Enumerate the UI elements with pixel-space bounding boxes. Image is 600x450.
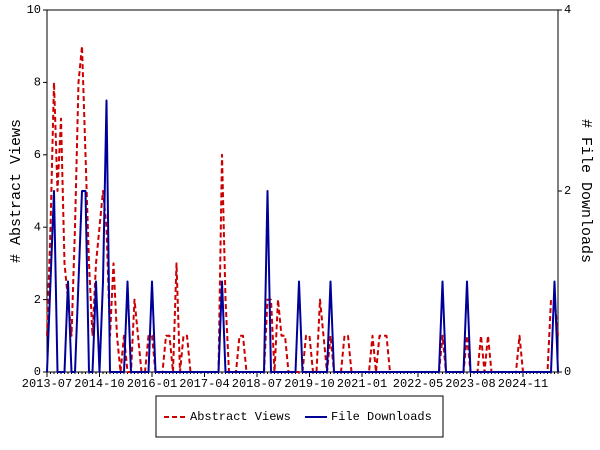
x-tick-label: 2013-07 bbox=[22, 377, 72, 391]
y2-tick-label: 0 bbox=[564, 365, 571, 379]
y-tick-label: 0 bbox=[34, 365, 41, 379]
y-tick-label: 2 bbox=[34, 293, 41, 307]
x-tick-label: 2019-10 bbox=[284, 377, 334, 391]
legend-label: Abstract Views bbox=[190, 410, 291, 424]
x-tick-label: 2017-04 bbox=[179, 377, 229, 391]
y2-tick-label: 4 bbox=[564, 3, 571, 17]
y-tick-label: 6 bbox=[34, 148, 41, 162]
plot-frame bbox=[46, 9, 559, 373]
y-axis-title: # Abstract Views bbox=[8, 119, 25, 263]
data-line bbox=[46, 99, 559, 373]
y2-axis-title: # File Downloads bbox=[577, 119, 594, 263]
y2-tick-label: 2 bbox=[564, 184, 571, 198]
y-tick-label: 4 bbox=[34, 220, 41, 234]
x-tick-label: 2018-07 bbox=[232, 377, 282, 391]
legend-box bbox=[155, 395, 444, 438]
x-tick-label: 2014-10 bbox=[74, 377, 124, 391]
x-tick-label: 2016-01 bbox=[127, 377, 177, 391]
data-line bbox=[46, 45, 559, 373]
y-tick-label: 8 bbox=[34, 76, 41, 90]
legend-label: File Downloads bbox=[331, 410, 432, 424]
x-tick-label: 2023-08 bbox=[445, 377, 495, 391]
x-tick-label: 2022-05 bbox=[393, 377, 443, 391]
x-tick-label: 2021-01 bbox=[337, 377, 387, 391]
y-tick-label: 10 bbox=[27, 3, 41, 17]
x-tick-label: 2024-11 bbox=[498, 377, 548, 391]
